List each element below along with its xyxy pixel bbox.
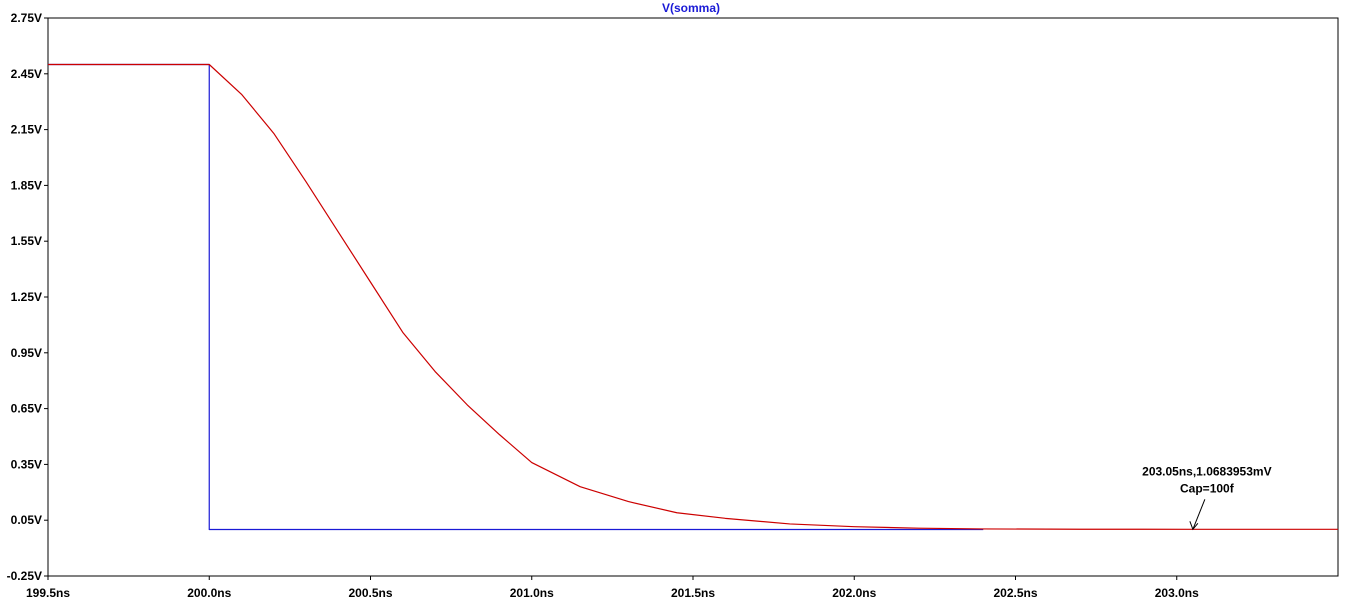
- x-tick-label: 200.5ns: [348, 586, 392, 600]
- cursor-param: Cap=100f: [1180, 481, 1235, 495]
- x-tick-label: 201.0ns: [510, 586, 554, 600]
- y-tick-label: 1.25V: [11, 290, 42, 304]
- x-tick-label: 203.0ns: [1155, 586, 1199, 600]
- output-decay-trace: [48, 63, 1339, 530]
- x-tick-label: 202.5ns: [993, 586, 1037, 600]
- y-tick-label: -0.25V: [7, 569, 42, 583]
- chart-title: V(somma): [662, 1, 720, 15]
- cursor-arrow: [1192, 499, 1206, 530]
- cursor-readout: 203.05ns,1.0683953mV: [1142, 464, 1271, 478]
- y-tick-label: 1.55V: [11, 234, 42, 248]
- y-tick-label: 2.75V: [11, 11, 42, 25]
- x-tick-label: 200.0ns: [187, 586, 231, 600]
- y-tick-label: 0.95V: [11, 346, 42, 360]
- y-tick-label: 0.35V: [11, 457, 42, 471]
- x-tick-label: 201.5ns: [671, 586, 715, 600]
- series-layer: [48, 63, 1339, 531]
- y-tick-label: 2.45V: [11, 67, 42, 81]
- cursor-arrowhead: [1189, 521, 1199, 531]
- cursor-annotation: 203.05ns,1.0683953mV Cap=100f: [1142, 464, 1272, 531]
- y-axis-ticks: 2.75V 2.45V 2.15V 1.85V 1.55V 1.25V 0.95V 0.65V…: [7, 11, 48, 583]
- y-tick-label: 1.85V: [11, 178, 42, 192]
- y-tick-label: 2.15V: [11, 123, 42, 137]
- x-tick-label: 199.5ns: [26, 586, 70, 600]
- x-axis-ticks: 199.5ns 200.0ns 200.5ns 201.0ns 201.5ns 202.0…: [26, 576, 1199, 600]
- y-tick-label: 0.65V: [11, 402, 42, 416]
- x-tick-label: 202.0ns: [832, 586, 876, 600]
- y-tick-label: 0.05V: [11, 513, 42, 527]
